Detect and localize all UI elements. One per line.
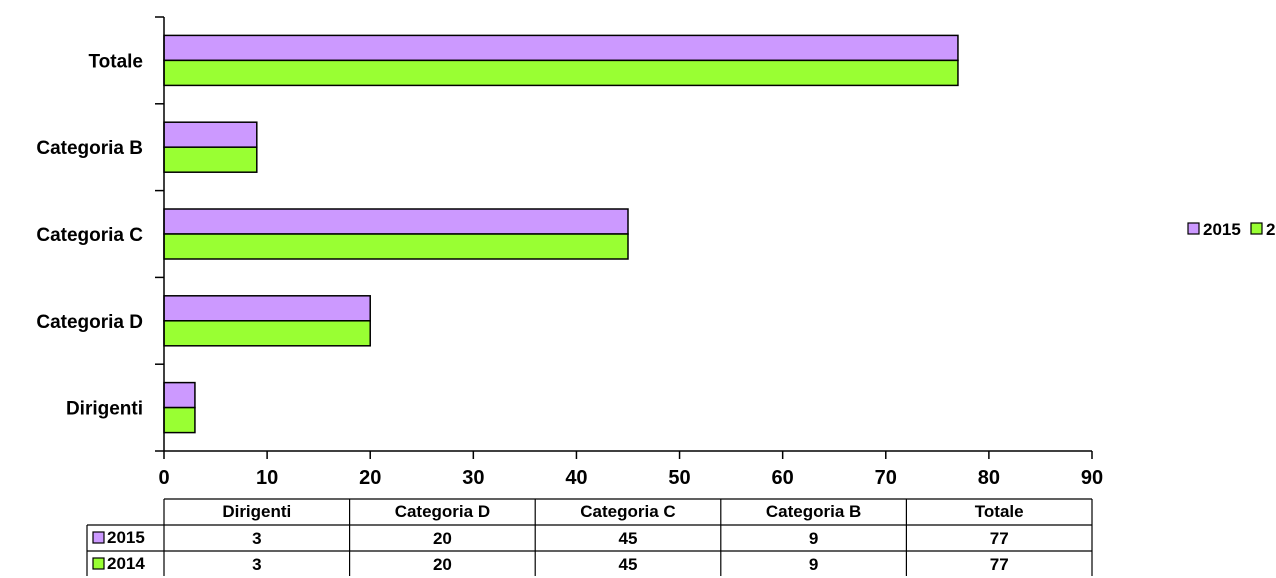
table-header-cell: Totale [975,502,1024,521]
legend-label-2014: 2014 [1266,220,1276,239]
table-header-cell: Categoria D [395,502,490,521]
category-label: Categoria D [36,312,143,333]
bar-2015-totale [163,34,959,62]
x-tick-label: 80 [978,467,1000,489]
bar-2015-categoria-c [163,208,629,235]
x-tick-label: 20 [359,467,381,489]
table-row-label-2015: 2015 [107,528,145,547]
table-header-cell: Dirigenti [222,502,291,521]
table-row-swatch-2014 [92,557,105,570]
legend-swatch-2014 [1250,222,1263,235]
category-label: Categoria C [36,225,143,246]
x-tick-label: 60 [772,467,794,489]
legend-label-2015: 2015 [1203,220,1241,239]
table-value-cell: 9 [809,529,818,548]
data-table: Dirigenti Categoria D Categoria C Categoria… [86,498,1093,576]
bar-2015-dirigenti [163,381,196,409]
category-label: Dirigenti [66,399,143,420]
x-tick-label: 70 [875,467,897,489]
category-label: Totale [88,51,143,72]
axes-layer: 0 10 20 30 40 50 60 70 80 90 [155,16,1103,489]
table-header-cell: Categoria B [766,502,861,521]
table-row-swatch-2015 [92,531,105,544]
bar-2014-totale [163,59,959,87]
x-tick-label: 40 [565,467,587,489]
table-value-cell: 45 [619,555,638,574]
legend-swatch-2015 [1187,222,1200,235]
bar-2015-categoria-b [163,121,258,148]
bar-2014-dirigenti [163,406,196,434]
x-tick-label: 30 [462,467,484,489]
bar-2014-categoria-c [163,233,629,260]
table-value-cell: 20 [433,529,452,548]
bar-2015-categoria-d [163,295,371,322]
table-value-cell: 3 [252,529,261,548]
table-row-label-2014: 2014 [107,554,145,573]
bars-layer [163,34,959,434]
bar-2014-categoria-d [163,320,371,347]
table-value-cell: 45 [619,529,638,548]
x-tick-label: 10 [256,467,278,489]
table-value-cell: 3 [252,555,261,574]
bar-2014-categoria-b [163,146,258,173]
legend: 2015 2014 [1187,220,1276,239]
table-value-cell: 9 [809,555,818,574]
category-label: Categoria B [36,138,143,159]
category-labels: Dirigenti Categoria D Categoria C Categoria… [36,51,143,419]
table-value-cell: 77 [990,529,1009,548]
table-header-cell: Categoria C [580,502,675,521]
table-value-cell: 77 [990,555,1009,574]
x-tick-label: 0 [158,467,169,489]
table-value-cell: 20 [433,555,452,574]
x-tick-label: 50 [668,467,690,489]
x-tick-label: 90 [1081,467,1103,489]
